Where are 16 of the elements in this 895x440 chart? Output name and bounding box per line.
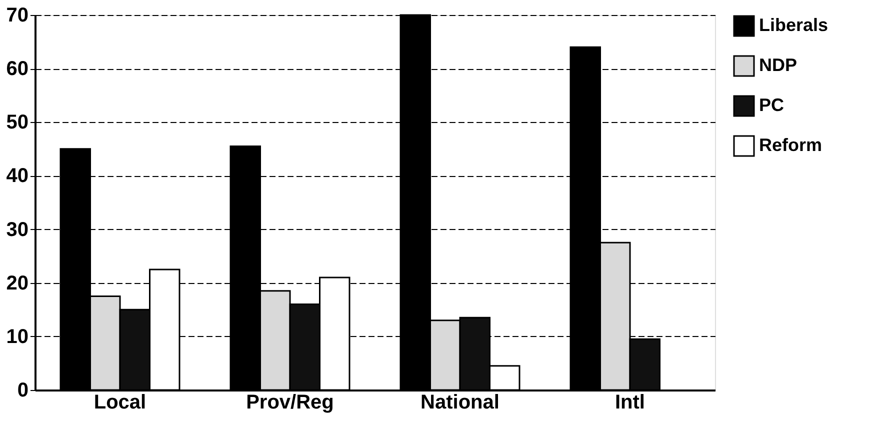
y-tick-label: 30 — [6, 218, 28, 241]
y-tick-label: 50 — [6, 112, 28, 134]
legend-label: Liberals — [759, 15, 828, 35]
legend-label: NDP — [759, 55, 798, 75]
y-tick-label: 10 — [6, 326, 28, 348]
y-tick-label: 0 — [17, 380, 28, 402]
x-tick-label: National — [420, 392, 500, 414]
legend-label: PC — [759, 95, 784, 115]
x-tick-label: Intl — [615, 392, 645, 414]
y-tick-label: 70 — [6, 4, 28, 26]
y-tick-label: 40 — [6, 165, 28, 188]
y-tick-label: 60 — [6, 58, 28, 80]
y-tick-label: 20 — [6, 272, 28, 294]
x-tick-label: Prov/Reg — [246, 392, 334, 414]
legend-label: Reform — [759, 135, 822, 155]
x-tick-label: Local — [94, 392, 146, 414]
